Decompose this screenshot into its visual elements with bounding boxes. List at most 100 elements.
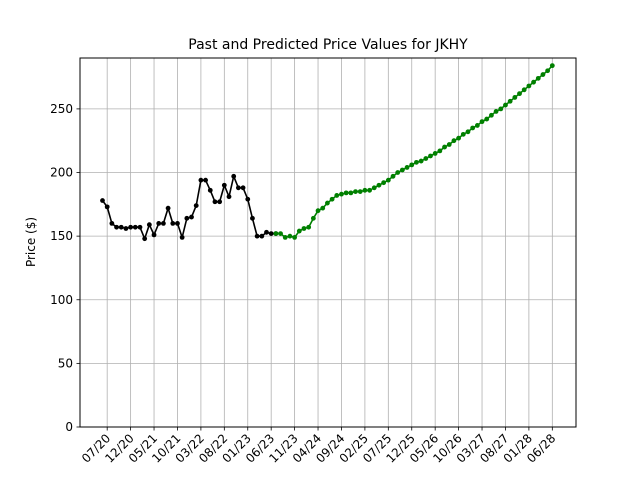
predicted-point — [489, 112, 494, 118]
predicted-point — [399, 167, 405, 173]
past-point — [189, 214, 194, 220]
predicted-point — [423, 156, 429, 161]
predicted-point — [292, 235, 298, 240]
past-point — [259, 233, 265, 239]
past-point — [235, 185, 241, 191]
predicted-point — [381, 180, 387, 186]
predicted-point — [414, 159, 419, 165]
series-layer — [100, 63, 555, 242]
predicted-point — [521, 87, 527, 93]
predicted-point — [446, 142, 452, 147]
predicted-point — [310, 215, 316, 221]
past-point — [142, 236, 148, 242]
predicted-point — [325, 200, 330, 206]
past-point — [156, 221, 162, 226]
predicted-point — [456, 135, 461, 141]
predicted-point — [493, 109, 499, 114]
predicted-point — [329, 196, 335, 202]
past-point — [146, 222, 152, 228]
predicted-point — [512, 95, 518, 100]
predicted-point — [526, 83, 532, 89]
past-point — [221, 182, 227, 188]
predicted-point — [362, 187, 368, 193]
series-predicted — [273, 63, 555, 240]
predicted-point — [390, 173, 396, 179]
predicted-point — [367, 187, 372, 193]
past-point — [231, 173, 237, 179]
past-point — [250, 215, 255, 221]
past-point — [175, 221, 180, 226]
chart-title: Past and Predicted Price Values for JKHY — [188, 37, 468, 53]
predicted-point — [353, 189, 358, 195]
predicted-point — [437, 148, 443, 154]
predicted-point — [451, 138, 457, 144]
series-past — [100, 173, 279, 242]
predicted-point — [282, 235, 288, 240]
past-point — [207, 187, 213, 193]
plot-frame — [79, 57, 577, 428]
predicted-point — [540, 72, 546, 77]
predicted-point — [385, 177, 391, 183]
predicted-point — [343, 190, 349, 196]
predicted-point — [339, 191, 344, 197]
past-point — [123, 226, 129, 231]
predicted-point — [545, 68, 551, 74]
y-tick-label: 250 — [50, 102, 73, 116]
predicted-point — [320, 205, 326, 211]
predicted-point — [287, 233, 293, 239]
past-point — [264, 229, 269, 235]
past-point — [100, 198, 105, 203]
predicted-point — [409, 162, 415, 168]
y-tick-label: 0 — [65, 420, 73, 434]
predicted-point — [273, 231, 279, 236]
past-point — [198, 177, 204, 183]
past-point — [217, 199, 223, 205]
past-point — [170, 221, 176, 226]
predicted-point — [474, 123, 480, 128]
past-point — [245, 196, 251, 202]
predicted-point — [371, 185, 377, 191]
gridlines — [80, 58, 576, 428]
past-point — [203, 177, 208, 183]
past-point — [193, 203, 199, 209]
y-tick-label: 50 — [58, 356, 73, 370]
predicted-point — [465, 129, 471, 135]
past-point — [104, 204, 110, 210]
past-point — [118, 224, 124, 230]
predicted-point — [549, 63, 555, 69]
predicted-point — [479, 119, 485, 125]
predicted-point — [306, 224, 312, 230]
past-line — [101, 175, 276, 240]
predicted-point — [395, 170, 401, 175]
predicted-point — [531, 79, 536, 85]
predicted-point — [357, 189, 363, 195]
y-tick-label: 100 — [50, 293, 73, 307]
predicted-point — [428, 153, 433, 159]
predicted-point — [376, 182, 382, 188]
predicted-point — [484, 116, 490, 122]
y-axis-label: Price ($) — [24, 217, 38, 267]
predicted-point — [334, 193, 340, 198]
past-point — [184, 215, 190, 221]
predicted-point — [460, 131, 466, 137]
predicted-point — [503, 102, 508, 108]
past-point — [132, 224, 138, 230]
predicted-point — [507, 98, 513, 104]
past-point — [226, 194, 232, 200]
predicted-point — [517, 91, 522, 97]
predicted-point — [296, 228, 302, 234]
predicted-point — [498, 106, 504, 112]
past-point — [161, 221, 166, 226]
y-tick-label: 150 — [50, 229, 73, 243]
y-axis: 0 50 100 150 200 250 — [50, 102, 80, 434]
past-point — [254, 233, 260, 239]
past-point — [179, 235, 185, 240]
past-point — [151, 232, 157, 238]
predicted-point — [442, 144, 447, 150]
predicted-point — [418, 158, 424, 164]
predicted-point — [301, 226, 307, 231]
past-point — [114, 224, 119, 230]
past-point — [137, 224, 143, 230]
past-point — [128, 224, 134, 230]
